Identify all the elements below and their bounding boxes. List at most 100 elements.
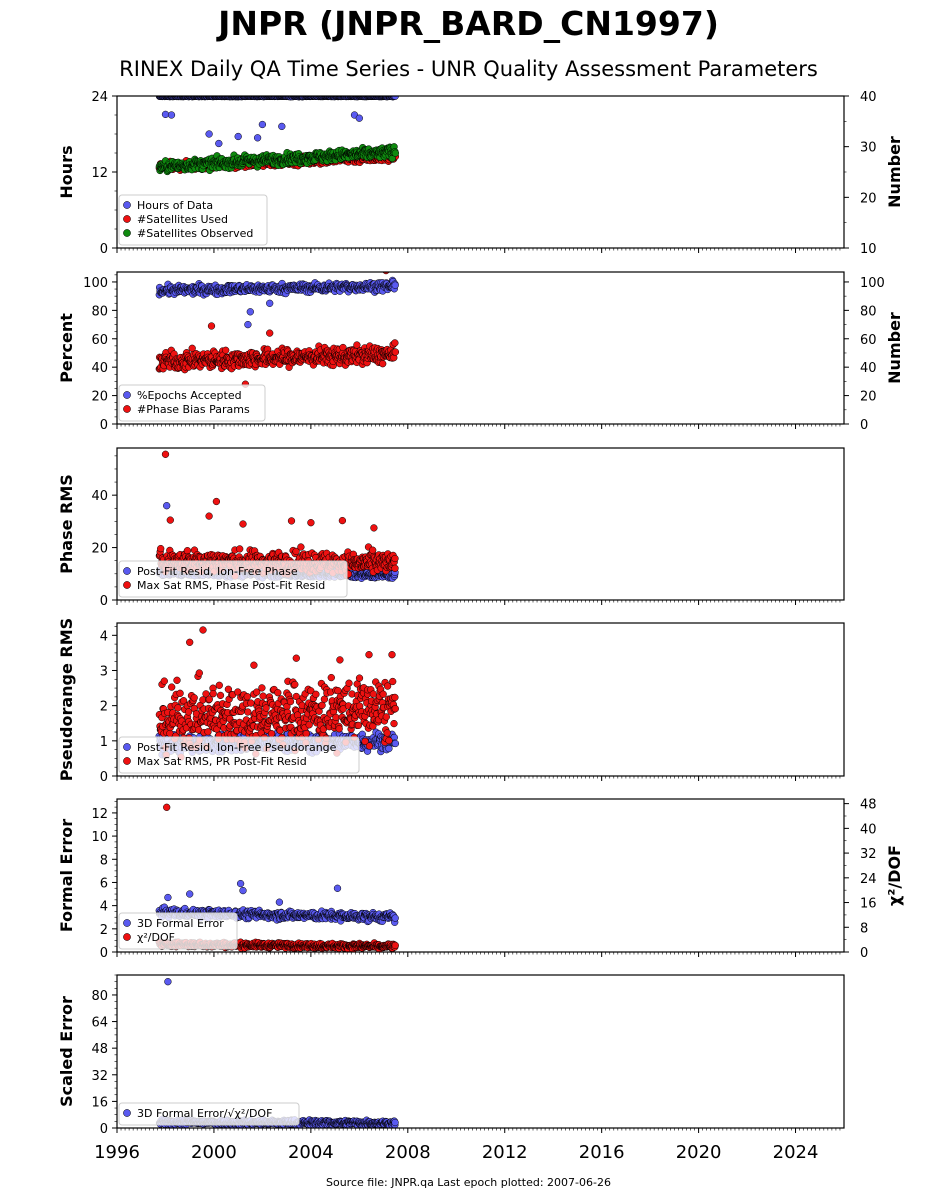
outlier-point-s2 <box>207 322 216 330</box>
legend-label: #Satellites Used <box>137 213 228 226</box>
data-point-s2 <box>379 360 387 368</box>
outlier-point-s2 <box>382 272 390 275</box>
legend-label: %Epochs Accepted <box>137 389 242 402</box>
y-tick-label: 80 <box>91 304 108 319</box>
outlier-point-s1 <box>355 114 363 122</box>
data-point-s2 <box>183 547 192 555</box>
panel-3: 0 20 40 Phase RMS Post-Fit Resid, Ion-Free P… <box>57 447 845 609</box>
data-point-s2 <box>173 676 181 684</box>
legend-marker <box>123 201 131 209</box>
outlier-point-s1 <box>205 130 213 138</box>
legend: %Epochs Accepted#Phase Bias Params <box>118 384 266 422</box>
legend-marker <box>123 391 131 399</box>
data-point-s2 <box>157 544 165 553</box>
legend-box <box>118 560 348 598</box>
data-point-s1 <box>391 281 399 289</box>
panel-2: 0 20 40 60 80 100 0 20 40 60 80 100 Percent Number %Ep… <box>57 271 904 433</box>
legend-marker <box>123 405 131 413</box>
data-point-s2 <box>391 348 400 356</box>
data-point-s1 <box>385 744 393 753</box>
data-point-s2 <box>202 690 210 698</box>
data-points <box>155 96 400 176</box>
y-axis-label: Percent <box>57 313 76 383</box>
y-right-tick-label: 0 <box>860 418 868 433</box>
legend-marker <box>123 229 131 237</box>
y-tick-label: 20 <box>91 542 108 557</box>
data-point-s2 <box>339 343 347 352</box>
outlier-point-s1 <box>278 122 286 131</box>
outlier-point-s1 <box>244 320 252 329</box>
legend-label: #Phase Bias Params <box>137 403 250 416</box>
legend-marker <box>123 215 131 223</box>
outlier-point-s1 <box>266 299 274 307</box>
data-point-s2 <box>174 704 182 712</box>
outlier-point-s1 <box>215 139 223 148</box>
figure-title: JNPR (JNPR_BARD_CN1997) <box>218 4 719 43</box>
legend-label: Max Sat RMS, Phase Post-Fit Resid <box>137 579 325 592</box>
legend: Hours of Data#Satellites Used#Satellites… <box>118 194 268 246</box>
legend-label: #Satellites Observed <box>137 227 253 240</box>
data-point-s1 <box>391 739 400 748</box>
figure-subtitle: RINEX Daily QA Time Series - UNR Quality… <box>119 57 818 81</box>
outlier-point-s1 <box>246 308 254 316</box>
y-right-tick-label: 80 <box>860 304 877 319</box>
y-tick-label: 12 <box>91 166 108 181</box>
y-tick-label: 40 <box>91 361 108 376</box>
data-point-s2 <box>179 697 188 705</box>
data-point-s2 <box>292 547 300 556</box>
legend-label: Post-Fit Resid, Ion-Free Phase <box>137 565 298 578</box>
y-tick-label: 60 <box>91 333 108 348</box>
data-point-s2 <box>369 546 377 554</box>
y-tick-label: 24 <box>91 90 108 105</box>
data-point-s2 <box>353 341 361 349</box>
outlier-point-s2 <box>205 512 213 520</box>
outlier-point-s2 <box>166 516 174 524</box>
data-point-s2 <box>297 543 305 551</box>
y-tick-label: 20 <box>91 390 108 405</box>
data-point-s2 <box>236 545 244 553</box>
outlier-point-s2 <box>212 497 221 506</box>
data-point-s2 <box>222 346 230 354</box>
legend-box <box>118 384 266 422</box>
outlier-point-s2 <box>287 517 296 525</box>
y-tick-label: 0 <box>100 594 108 609</box>
outlier-point-s2 <box>370 524 378 532</box>
y-right-tick-label: 60 <box>860 333 877 348</box>
data-point-s2 <box>168 683 176 691</box>
outlier-point-s2 <box>161 450 170 458</box>
y-right-tick-label: 20 <box>860 191 877 206</box>
outlier-point-s1 <box>161 110 170 119</box>
legend-marker <box>123 581 131 589</box>
data-point-s2 <box>184 708 193 716</box>
y-right-tick-label: 20 <box>860 390 877 405</box>
outlier-point-s1 <box>258 120 267 129</box>
y-axis-label: Phase RMS <box>57 474 76 574</box>
legend-label: Hours of Data <box>137 199 213 212</box>
data-point-s3 <box>391 149 400 157</box>
y-tick-label: 0 <box>100 418 108 433</box>
outlier-point-s1 <box>253 134 262 142</box>
outlier-point-s2 <box>266 329 274 337</box>
outlier-point-s2 <box>307 519 315 527</box>
data-point-s2 <box>195 669 203 677</box>
outlier-point-s2 <box>338 516 347 525</box>
y-right-tick-label: 10 <box>860 242 877 257</box>
y-tick-label: 100 <box>83 276 108 291</box>
y-right-tick-label: 30 <box>860 141 877 156</box>
data-point-s2 <box>391 564 399 572</box>
data-point-s2 <box>160 677 168 685</box>
outlier-point-s1 <box>234 132 242 141</box>
y-right-tick-label: 40 <box>860 361 877 376</box>
legend-marker <box>123 567 131 575</box>
y-right-tick-label: 40 <box>860 90 877 105</box>
data-point-s2 <box>176 689 184 697</box>
y-tick-label: 40 <box>91 489 108 504</box>
y-right-axis-label: Number <box>885 312 904 384</box>
data-point-s2 <box>391 339 399 347</box>
legend-box <box>118 194 268 246</box>
